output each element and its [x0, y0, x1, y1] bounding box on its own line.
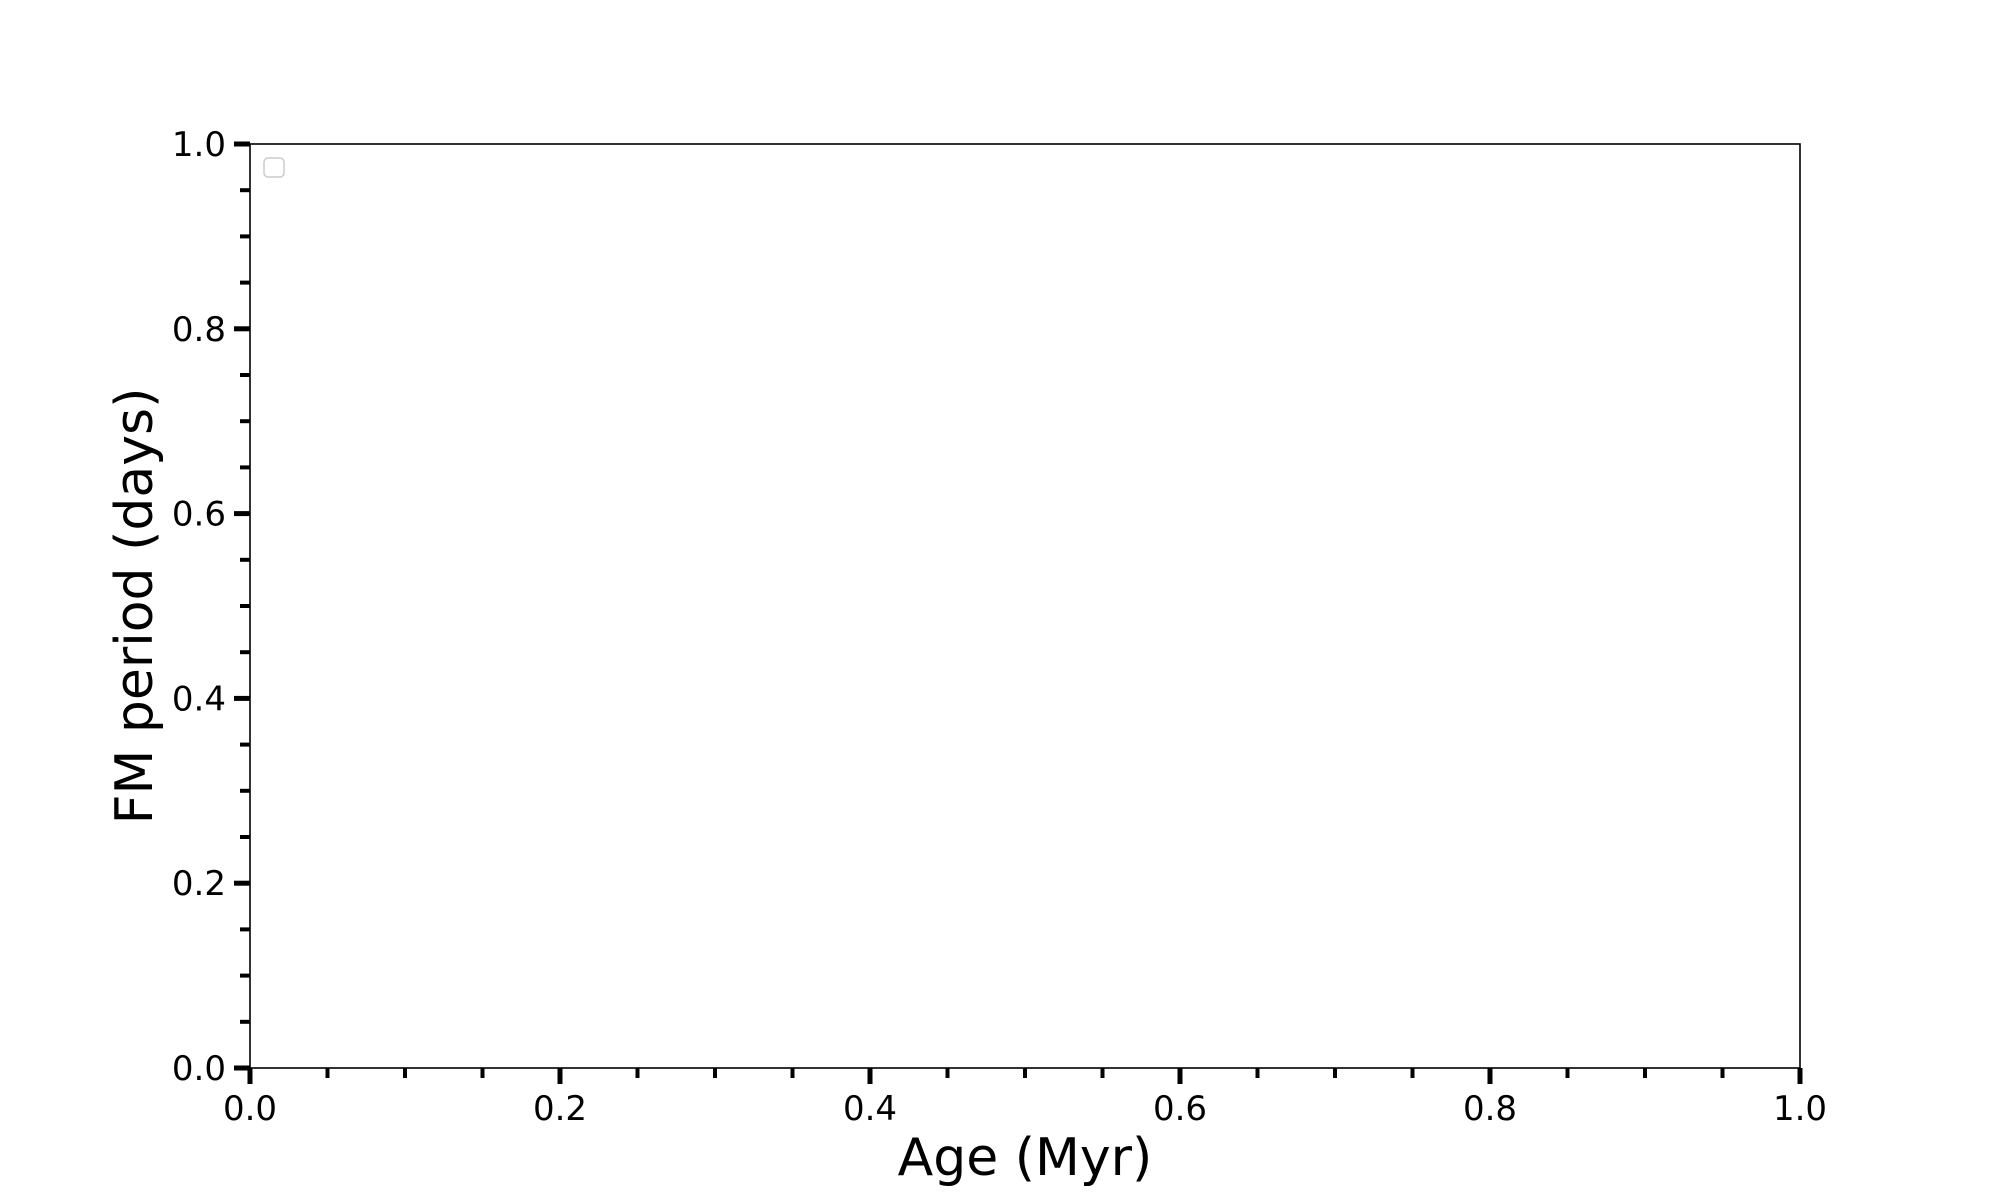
y-axis-label: FM period (days)	[105, 388, 165, 825]
y-tick-label: 0.0	[172, 1049, 226, 1089]
y-tick-label: 0.2	[172, 864, 226, 904]
x-tick-label: 0.4	[843, 1089, 897, 1129]
x-tick-label: 1.0	[1773, 1089, 1827, 1129]
x-tick-label: 0.0	[223, 1089, 277, 1129]
x-tick-label: 0.8	[1463, 1089, 1517, 1129]
y-tick-label: 0.8	[172, 310, 226, 350]
x-tick-label: 0.6	[1153, 1089, 1207, 1129]
legend-box	[263, 157, 285, 178]
plot-area	[249, 143, 1801, 1069]
y-tick-label: 1.0	[172, 125, 226, 165]
ticks: 0.0 0.2 0.4 0.6 0.8 1.0 0.0 0.2 0.4 0.6 0.8 1.0	[172, 125, 1827, 1129]
y-tick-label: 0.4	[172, 679, 226, 719]
x-tick-label: 0.2	[533, 1089, 587, 1129]
x-axis-label: Age (Myr)	[898, 1128, 1153, 1188]
y-tick-label: 0.6	[172, 495, 226, 535]
